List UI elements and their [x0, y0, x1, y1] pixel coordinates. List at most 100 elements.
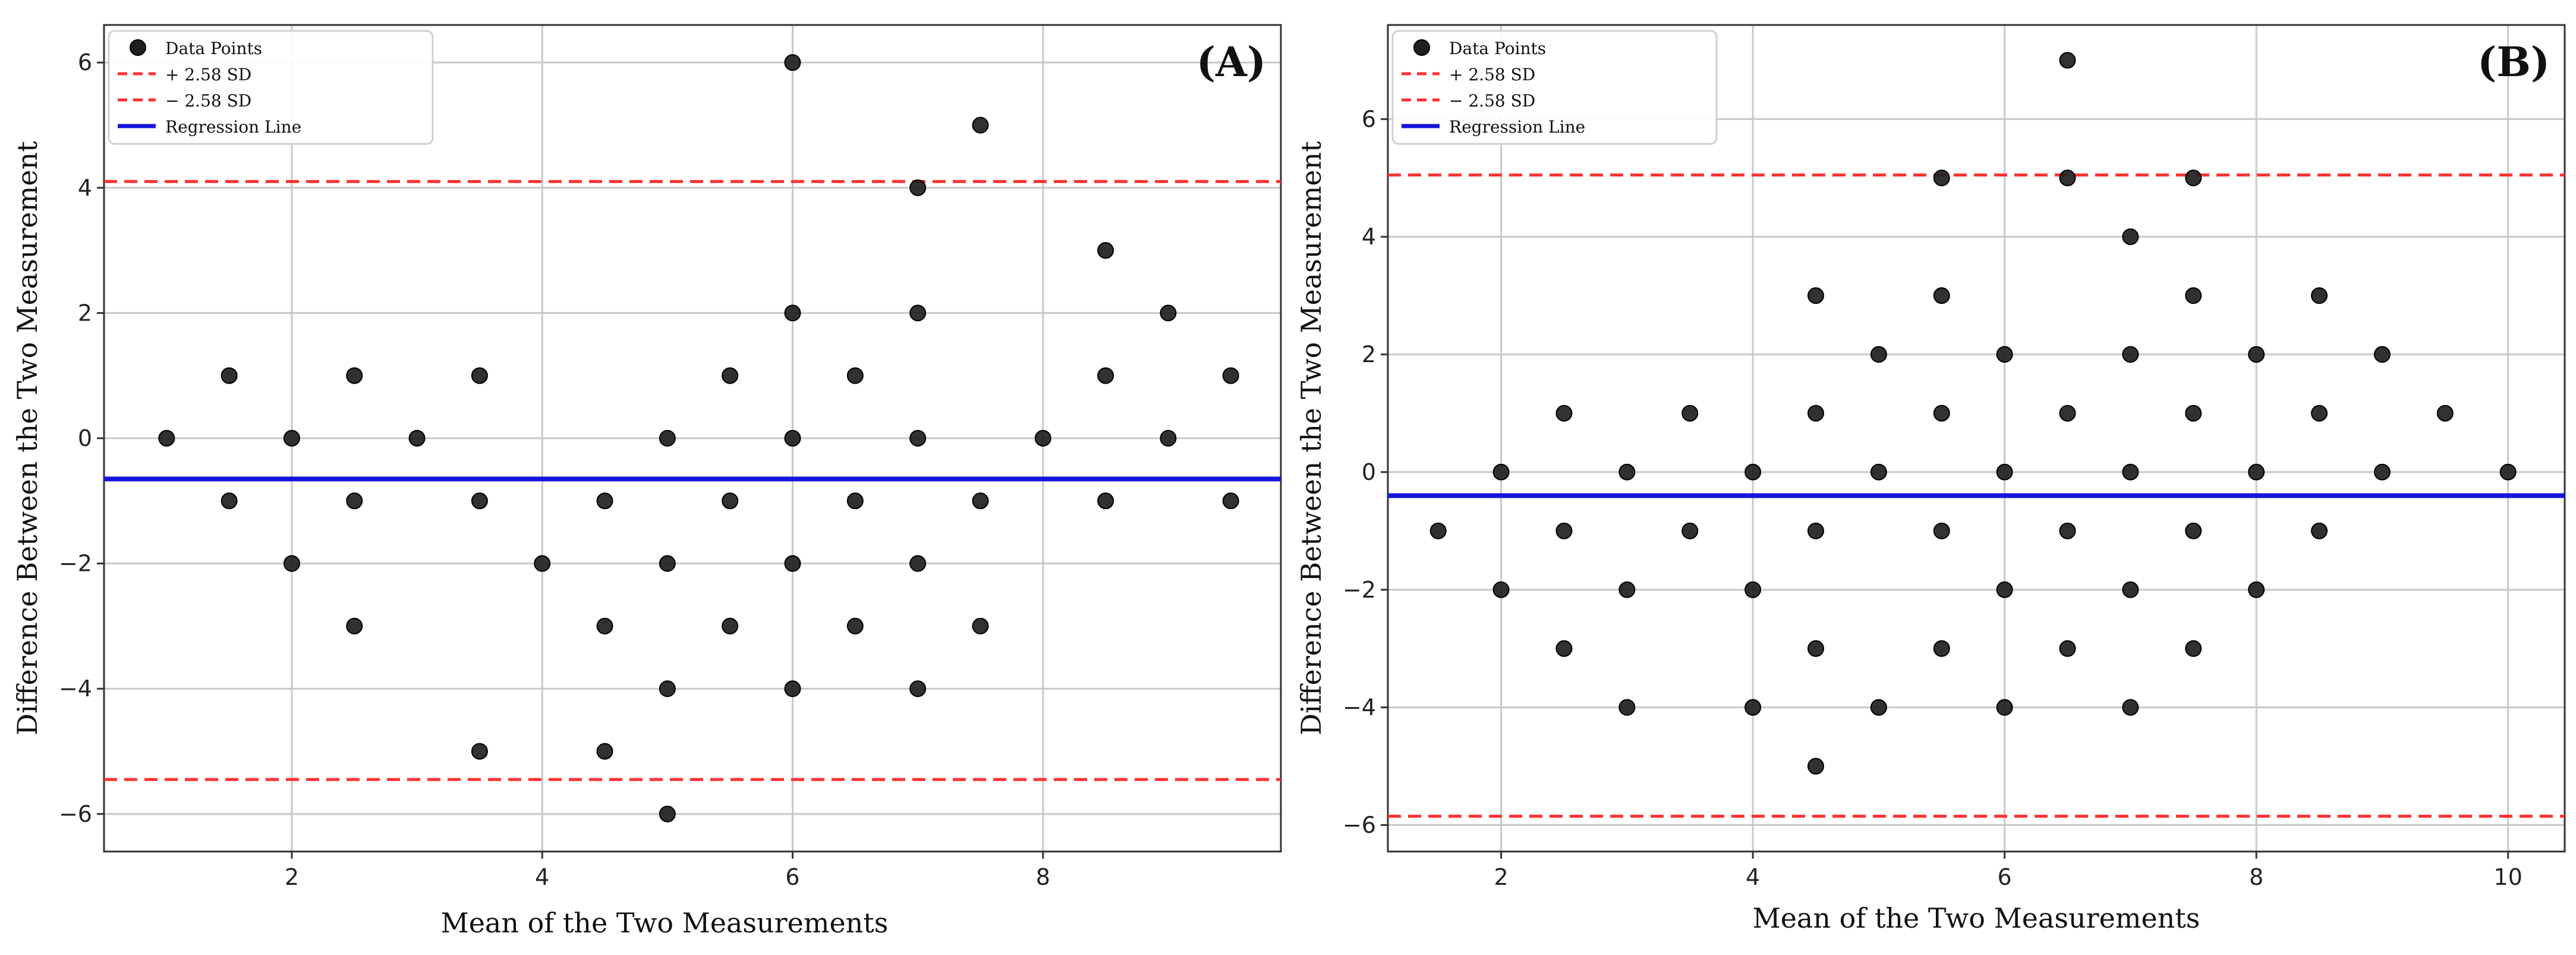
data-point [1870, 699, 1887, 716]
data-point [221, 492, 238, 510]
data-point [2185, 287, 2202, 304]
legend-label-lower: − 2.58 SD [165, 91, 251, 111]
data-point [909, 680, 927, 698]
x-tick-label: 4 [535, 864, 549, 890]
y-tick-label: −6 [1343, 812, 1376, 838]
legend-label-regression: Regression Line [1449, 117, 1585, 137]
data-point [1618, 699, 1636, 716]
data-point [1807, 404, 1824, 422]
data-point [784, 680, 801, 698]
data-point [2248, 463, 2265, 480]
data-point [1996, 581, 2013, 598]
reference-lines-b [1388, 173, 2565, 818]
data-point [659, 430, 676, 447]
legend-label-upper: + 2.58 SD [165, 65, 251, 84]
x-axis-label-a: Mean of the Two Measurements [441, 907, 889, 939]
y-tick-label: −2 [1343, 577, 1376, 603]
data-point [1996, 346, 2013, 363]
data-point [1744, 699, 1762, 716]
data-point [784, 430, 801, 447]
y-tick-label: −4 [59, 676, 92, 702]
data-point [2122, 228, 2139, 246]
data-point [1807, 287, 1824, 304]
data-point [909, 430, 927, 447]
data-point [1807, 522, 1824, 539]
data-point [2059, 169, 2076, 187]
data-point [659, 555, 676, 572]
y-tick-label: 2 [78, 300, 92, 326]
data-point [1160, 430, 1177, 447]
data-point [1681, 404, 1699, 422]
data-point [2185, 640, 2202, 657]
data-point [2122, 581, 2139, 598]
data-point [909, 555, 927, 572]
legend-label-lower: − 2.58 SD [1449, 91, 1535, 111]
data-point [158, 430, 175, 447]
data-point [2248, 346, 2265, 363]
data-point [283, 555, 300, 572]
data-point [1160, 304, 1177, 322]
y-tick-label: −4 [1343, 695, 1376, 721]
data-point [1744, 581, 1762, 598]
data-point [2311, 404, 2328, 422]
data-point [1555, 404, 1573, 422]
data-point [2311, 287, 2328, 304]
data-point [1492, 463, 1510, 480]
legend-marker-points [1413, 39, 1430, 56]
y-tick-label: −2 [59, 551, 92, 577]
ticks-b: 2 4 6 8 10 −6 −4 −2 0 2 4 6 [1343, 106, 2523, 890]
data-point [534, 555, 551, 572]
legend-label-points: Data Points [1449, 39, 1546, 58]
y-axis-label-a: Difference Between the Two Measurement [11, 141, 43, 736]
y-tick-label: 0 [78, 425, 92, 451]
data-point [1807, 640, 1824, 657]
data-point [2059, 522, 2076, 539]
data-point [2059, 404, 2076, 422]
x-tick-label: 2 [1494, 864, 1508, 890]
legend-label-regression: Regression Line [165, 117, 301, 137]
data-point [2311, 522, 2328, 539]
data-points-b [1429, 52, 2517, 775]
data-point [1996, 463, 2013, 480]
reference-lines-a [104, 180, 1281, 781]
data-point [1555, 522, 1573, 539]
data-point [784, 304, 801, 322]
legend-label-upper: + 2.58 SD [1449, 65, 1535, 84]
data-point [1222, 492, 1239, 510]
x-tick-label: 8 [1036, 864, 1050, 890]
data-point [471, 367, 488, 384]
plot-frame-b [1387, 24, 2566, 853]
grid-a [104, 25, 1281, 852]
data-point [1429, 522, 1447, 539]
data-point [1744, 463, 1762, 480]
ticks-a: 2 4 6 8 −6 −4 −2 0 2 4 6 [59, 49, 1050, 890]
data-point [471, 492, 488, 510]
grid-b [1388, 25, 2565, 852]
panel-a: 2 4 6 8 −6 −4 −2 0 2 4 6 (A) Mean of the Two Measu… [11, 24, 1282, 939]
legend-b: Data Points + 2.58 SD − 2.58 SD Regressi… [1391, 30, 1718, 145]
data-point [2248, 581, 2265, 598]
data-point [1933, 640, 1950, 657]
data-point [1933, 287, 1950, 304]
data-point [346, 492, 363, 510]
data-point [2185, 404, 2202, 422]
data-point [784, 54, 801, 71]
x-tick-label: 10 [2494, 864, 2523, 890]
data-point [471, 743, 488, 760]
data-point [972, 492, 989, 510]
x-tick-label: 8 [2249, 864, 2263, 890]
y-tick-label: 6 [78, 49, 92, 76]
legend-marker-points [130, 39, 146, 56]
data-point [2436, 404, 2454, 422]
data-point [1933, 404, 1950, 422]
data-point [972, 617, 989, 634]
y-tick-label: 0 [1362, 459, 1376, 485]
legend-box [1391, 30, 1718, 145]
y-tick-label: 6 [1362, 106, 1376, 132]
data-point [596, 492, 613, 510]
data-point [2185, 522, 2202, 539]
data-point [972, 117, 989, 134]
data-point [1034, 430, 1051, 447]
